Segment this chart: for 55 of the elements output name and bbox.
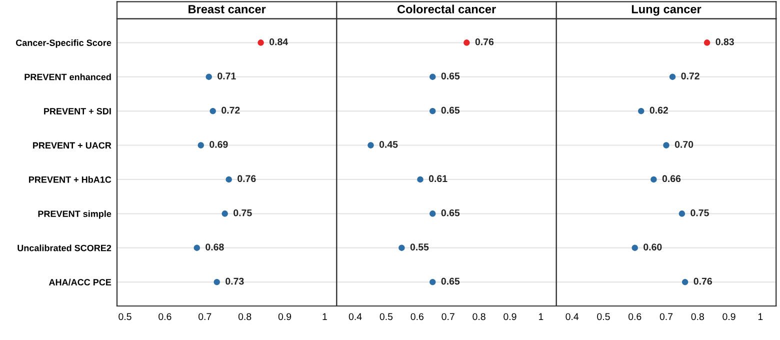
data-label: 0.66 [662,175,681,182]
data-label: 0.69 [210,140,228,148]
data-label: 0.70 [674,140,694,148]
x-tick-label: 0.6 [628,313,642,320]
data-label: 0.73 [226,278,244,285]
chart-title: Lung cancer [632,5,702,16]
y-tick-label: PREVENT + SDI [44,108,111,114]
data-label: 0.68 [206,244,224,250]
x-tick-label: 0.4 [566,313,579,320]
data-label: 0.65 [441,278,460,285]
data-label: 0.45 [379,140,398,148]
x-tick-label: 0.9 [504,313,516,320]
data-label: 0.76 [238,175,256,182]
chart-title: Breast cancer [188,5,266,14]
data-label: 0.76 [694,278,712,285]
data-label: 0.65 [441,106,460,114]
chart-title: Colorectal cancer [398,4,496,14]
y-tick-label: Cancer-Specific Score [16,39,112,48]
x-tick-label: 0.9 [278,313,292,320]
x-tick-label: 0.5 [597,313,610,320]
data-label: 0.76 [475,38,494,46]
x-tick-label: 0.6 [410,313,424,320]
data-label: 0.71 [218,72,236,80]
data-label: 0.55 [410,244,429,250]
data-label: 0.60 [644,244,662,250]
x-tick-label: 0.4 [348,313,362,320]
y-tick-label: AHA/ACC PCE [48,278,112,286]
x-tick-label: 0.8 [472,313,486,320]
x-tick-label: 0.6 [158,313,172,320]
data-label: 0.83 [716,38,734,46]
x-tick-label: 0.8 [238,313,252,320]
data-label: 0.61 [428,175,448,182]
x-tick-label: 0.7 [660,313,673,320]
data-label: 0.65 [441,72,460,80]
data-label: 0.65 [441,209,460,216]
x-tick-label: 0.5 [380,313,393,320]
data-label: 0.75 [234,209,252,216]
x-tick-label: 0.7 [198,313,212,320]
x-tick-label: 1 [538,313,544,320]
y-tick-label: PREVENT + HbA1C [29,176,112,183]
x-tick-label: 0.9 [722,313,736,320]
y-tick-label: Uncalibrated SCORE2 [18,244,112,252]
data-label: 0.72 [681,72,700,80]
y-tick-label: PREVENT simple [38,210,112,219]
x-tick-label: 0.7 [442,313,454,320]
x-tick-label: 1 [322,313,327,320]
y-tick-label: PREVENT + UACR [33,142,112,149]
x-tick-label: 1 [758,313,763,320]
data-label: 0.84 [270,38,288,46]
data-label: 0.62 [650,106,668,114]
data-label: 0.72 [222,106,240,114]
x-tick-label: 0.5 [118,313,132,320]
y-tick-label: PREVENT enhanced [24,74,111,80]
data-label: 0.75 [690,209,709,216]
x-tick-label: 0.8 [691,313,704,320]
